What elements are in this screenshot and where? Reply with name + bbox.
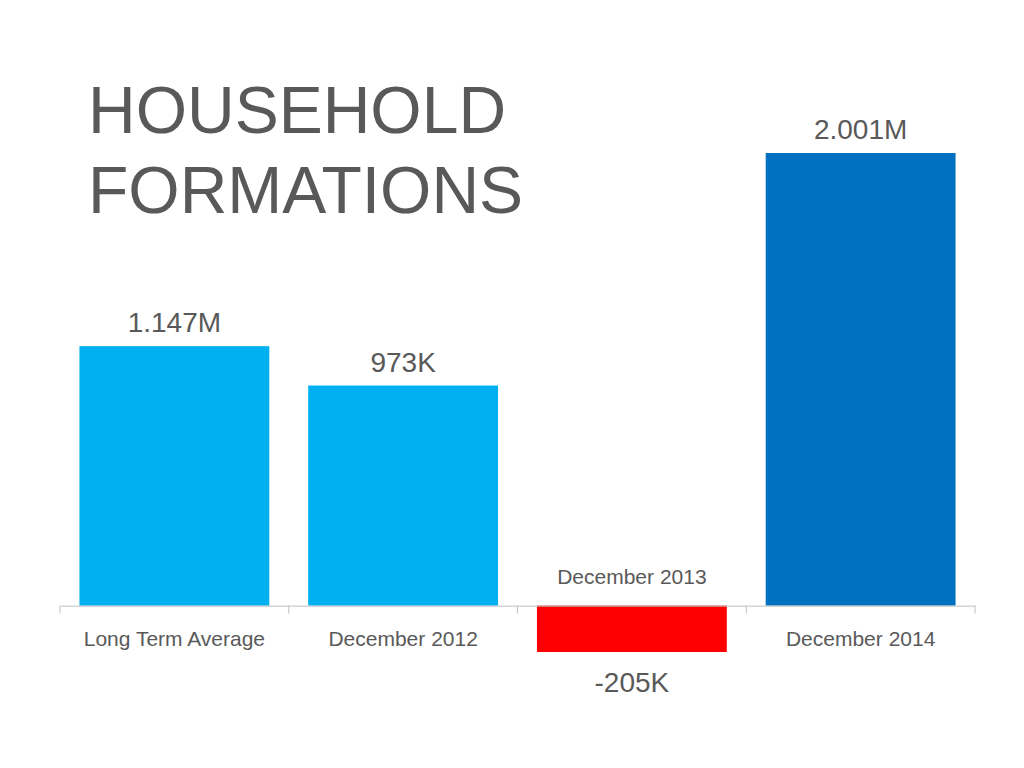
x-tick: December 2014	[786, 627, 936, 650]
x-tick: December 2012	[328, 627, 477, 650]
data-label: 1.147M	[128, 307, 221, 338]
category-dividers	[60, 606, 975, 614]
data-label: -205K	[595, 667, 670, 698]
x-tick: Long Term Average	[84, 627, 265, 650]
x-tick-label: December 2014	[786, 627, 936, 650]
category-divider	[60, 606, 61, 614]
data-label: 973K	[370, 347, 436, 378]
category-divider	[975, 606, 976, 614]
x-tick: December 2013	[557, 565, 706, 588]
category-divider	[746, 606, 747, 614]
category-divider	[517, 606, 518, 614]
x-tick-label: December 2012	[328, 627, 477, 650]
bars	[79, 153, 955, 652]
data-label: 2.001M	[814, 114, 907, 145]
category-divider	[288, 606, 289, 614]
x-tick-label: Long Term Average	[84, 627, 265, 650]
data-labels: 1.147M 973K -205K 2.001M	[128, 114, 908, 698]
bar	[79, 346, 269, 605]
bar	[766, 153, 956, 606]
bar	[308, 386, 498, 606]
chart-title: HOUSEHOLD FORMATIONS	[88, 70, 558, 230]
chart: Long Term Average December 2012 December 2…	[0, 0, 1024, 768]
x-axis: Long Term Average December 2012 December 2…	[61, 565, 976, 650]
bar	[537, 606, 727, 652]
x-tick-label: December 2013	[557, 565, 706, 588]
